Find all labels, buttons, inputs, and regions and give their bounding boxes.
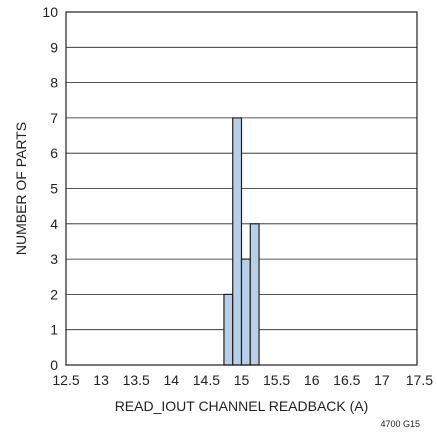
x-tick-label: 12.5 — [52, 372, 79, 388]
y-tick-label: 3 — [50, 251, 58, 267]
bar-1 — [232, 117, 243, 366]
bar-2 — [240, 258, 251, 366]
y-tick-label: 6 — [50, 145, 58, 161]
figure-code: 4700 G15 — [380, 419, 420, 429]
y-tick-label: 8 — [50, 75, 58, 91]
x-tick-label: 15 — [234, 372, 250, 388]
x-axis-title: READ_IOUT CHANNEL READBACK (A) — [115, 398, 369, 414]
x-tick-label: 16 — [304, 372, 320, 388]
y-tick-labels: 0 1 2 3 4 5 6 7 8 9 10 — [42, 4, 58, 373]
y-tick-label: 5 — [50, 181, 58, 197]
y-tick-label: 9 — [50, 39, 58, 55]
plot-frame — [65, 11, 418, 366]
x-tick-label: 16.5 — [333, 372, 360, 388]
bar-0 — [223, 293, 234, 366]
bar-3 — [249, 223, 260, 366]
y-tick-label: 10 — [42, 4, 58, 20]
x-tick-labels: 12.5 13 13.5 14 14.5 15 15.5 16 16.5 17 17.5 — [52, 372, 433, 388]
x-tick-label: 14.5 — [193, 372, 220, 388]
y-axis-title: NUMBER OF PARTS — [13, 122, 29, 255]
y-tick-label: 4 — [50, 216, 58, 232]
x-tick-label: 13.5 — [123, 372, 150, 388]
y-tick-label: 1 — [50, 322, 58, 338]
x-tick-label: 15.5 — [263, 372, 290, 388]
x-tick-label: 17.5 — [406, 372, 433, 388]
x-tick-label: 17 — [374, 372, 390, 388]
y-tick-label: 7 — [50, 110, 58, 126]
x-tick-label: 14 — [164, 372, 180, 388]
x-tick-label: 13 — [93, 372, 109, 388]
y-tick-label: 0 — [50, 357, 58, 373]
y-tick-label: 2 — [50, 286, 58, 302]
histogram-bars — [223, 117, 260, 366]
